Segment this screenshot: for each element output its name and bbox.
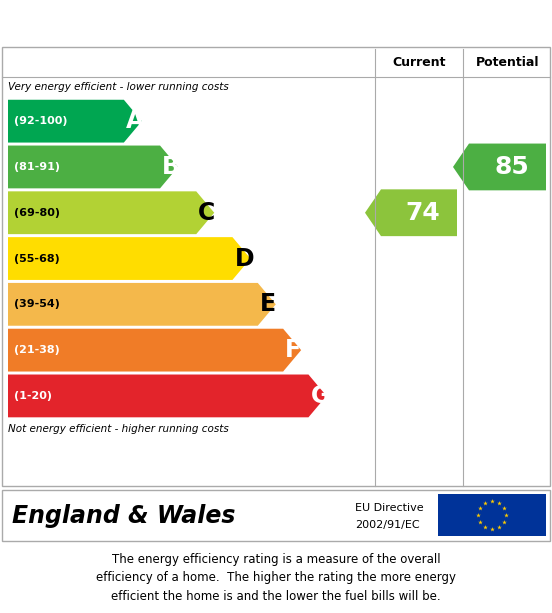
Text: (55-68): (55-68)	[14, 254, 60, 264]
Text: The energy efficiency rating is a measure of the overall
efficiency of a home.  : The energy efficiency rating is a measur…	[96, 552, 456, 604]
Text: F: F	[285, 338, 301, 362]
Text: D: D	[235, 246, 254, 270]
Text: England & Wales: England & Wales	[12, 504, 236, 528]
Text: (81-91): (81-91)	[14, 162, 60, 172]
Polygon shape	[8, 191, 214, 234]
Text: Not energy efficient - higher running costs: Not energy efficient - higher running co…	[8, 424, 229, 434]
Text: 85: 85	[494, 155, 529, 179]
Text: Very energy efficient - lower running costs: Very energy efficient - lower running co…	[8, 82, 229, 92]
Text: Energy Efficiency Rating: Energy Efficiency Rating	[113, 10, 439, 34]
Polygon shape	[8, 329, 301, 371]
Text: (39-54): (39-54)	[14, 299, 60, 310]
Polygon shape	[453, 143, 546, 191]
Polygon shape	[365, 189, 457, 236]
Text: (69-80): (69-80)	[14, 208, 60, 218]
Text: A: A	[126, 109, 144, 133]
Text: (21-38): (21-38)	[14, 345, 60, 355]
Polygon shape	[8, 237, 251, 280]
Text: EU Directive: EU Directive	[355, 503, 423, 513]
Bar	[438, 494, 546, 536]
Polygon shape	[8, 100, 142, 143]
Text: 74: 74	[406, 200, 440, 225]
Polygon shape	[8, 145, 178, 188]
Polygon shape	[8, 283, 276, 326]
Polygon shape	[8, 375, 326, 417]
Text: B: B	[162, 155, 180, 179]
Text: G: G	[310, 384, 330, 408]
Text: 2002/91/EC: 2002/91/EC	[355, 520, 420, 530]
Text: (1-20): (1-20)	[14, 391, 52, 401]
Text: C: C	[198, 200, 215, 225]
Text: E: E	[260, 292, 276, 316]
Text: (92-100): (92-100)	[14, 116, 67, 126]
Text: Potential: Potential	[476, 56, 539, 69]
Text: Current: Current	[392, 56, 446, 69]
